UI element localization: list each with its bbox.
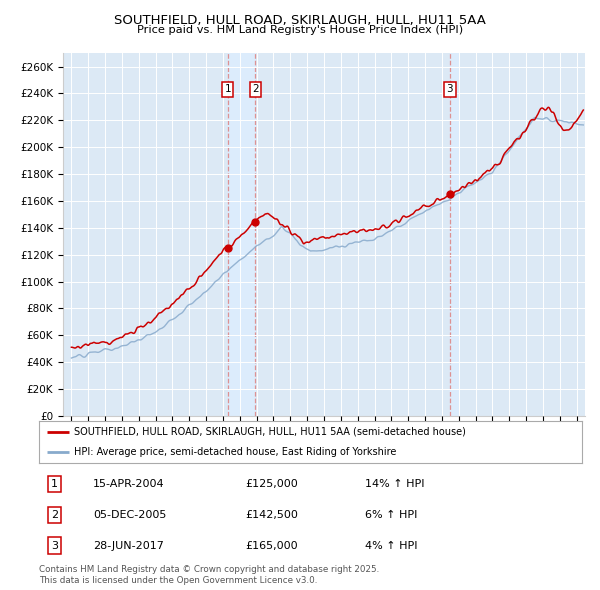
Text: 3: 3 [446, 84, 453, 94]
Text: SOUTHFIELD, HULL ROAD, SKIRLAUGH, HULL, HU11 5AA: SOUTHFIELD, HULL ROAD, SKIRLAUGH, HULL, … [114, 14, 486, 27]
Text: 14% ↑ HPI: 14% ↑ HPI [365, 479, 424, 489]
Text: 4% ↑ HPI: 4% ↑ HPI [365, 540, 418, 550]
Bar [450, 53, 458, 416]
Text: 05-DEC-2005: 05-DEC-2005 [94, 510, 167, 520]
Text: SOUTHFIELD, HULL ROAD, SKIRLAUGH, HULL, HU11 5AA (semi-detached house): SOUTHFIELD, HULL ROAD, SKIRLAUGH, HULL, … [74, 427, 466, 437]
Text: £125,000: £125,000 [245, 479, 298, 489]
Text: 15-APR-2004: 15-APR-2004 [94, 479, 165, 489]
Text: 2: 2 [252, 84, 259, 94]
Text: 6% ↑ HPI: 6% ↑ HPI [365, 510, 417, 520]
Bar [227, 53, 255, 416]
Text: 28-JUN-2017: 28-JUN-2017 [94, 540, 164, 550]
Text: Contains HM Land Registry data © Crown copyright and database right 2025.
This d: Contains HM Land Registry data © Crown c… [39, 565, 379, 585]
Text: 1: 1 [224, 84, 231, 94]
Text: HPI: Average price, semi-detached house, East Riding of Yorkshire: HPI: Average price, semi-detached house,… [74, 447, 397, 457]
Text: 2: 2 [50, 510, 58, 520]
Text: 1: 1 [51, 479, 58, 489]
Text: 3: 3 [51, 540, 58, 550]
Text: Price paid vs. HM Land Registry's House Price Index (HPI): Price paid vs. HM Land Registry's House … [137, 25, 463, 35]
Text: £142,500: £142,500 [245, 510, 298, 520]
Text: £165,000: £165,000 [245, 540, 298, 550]
